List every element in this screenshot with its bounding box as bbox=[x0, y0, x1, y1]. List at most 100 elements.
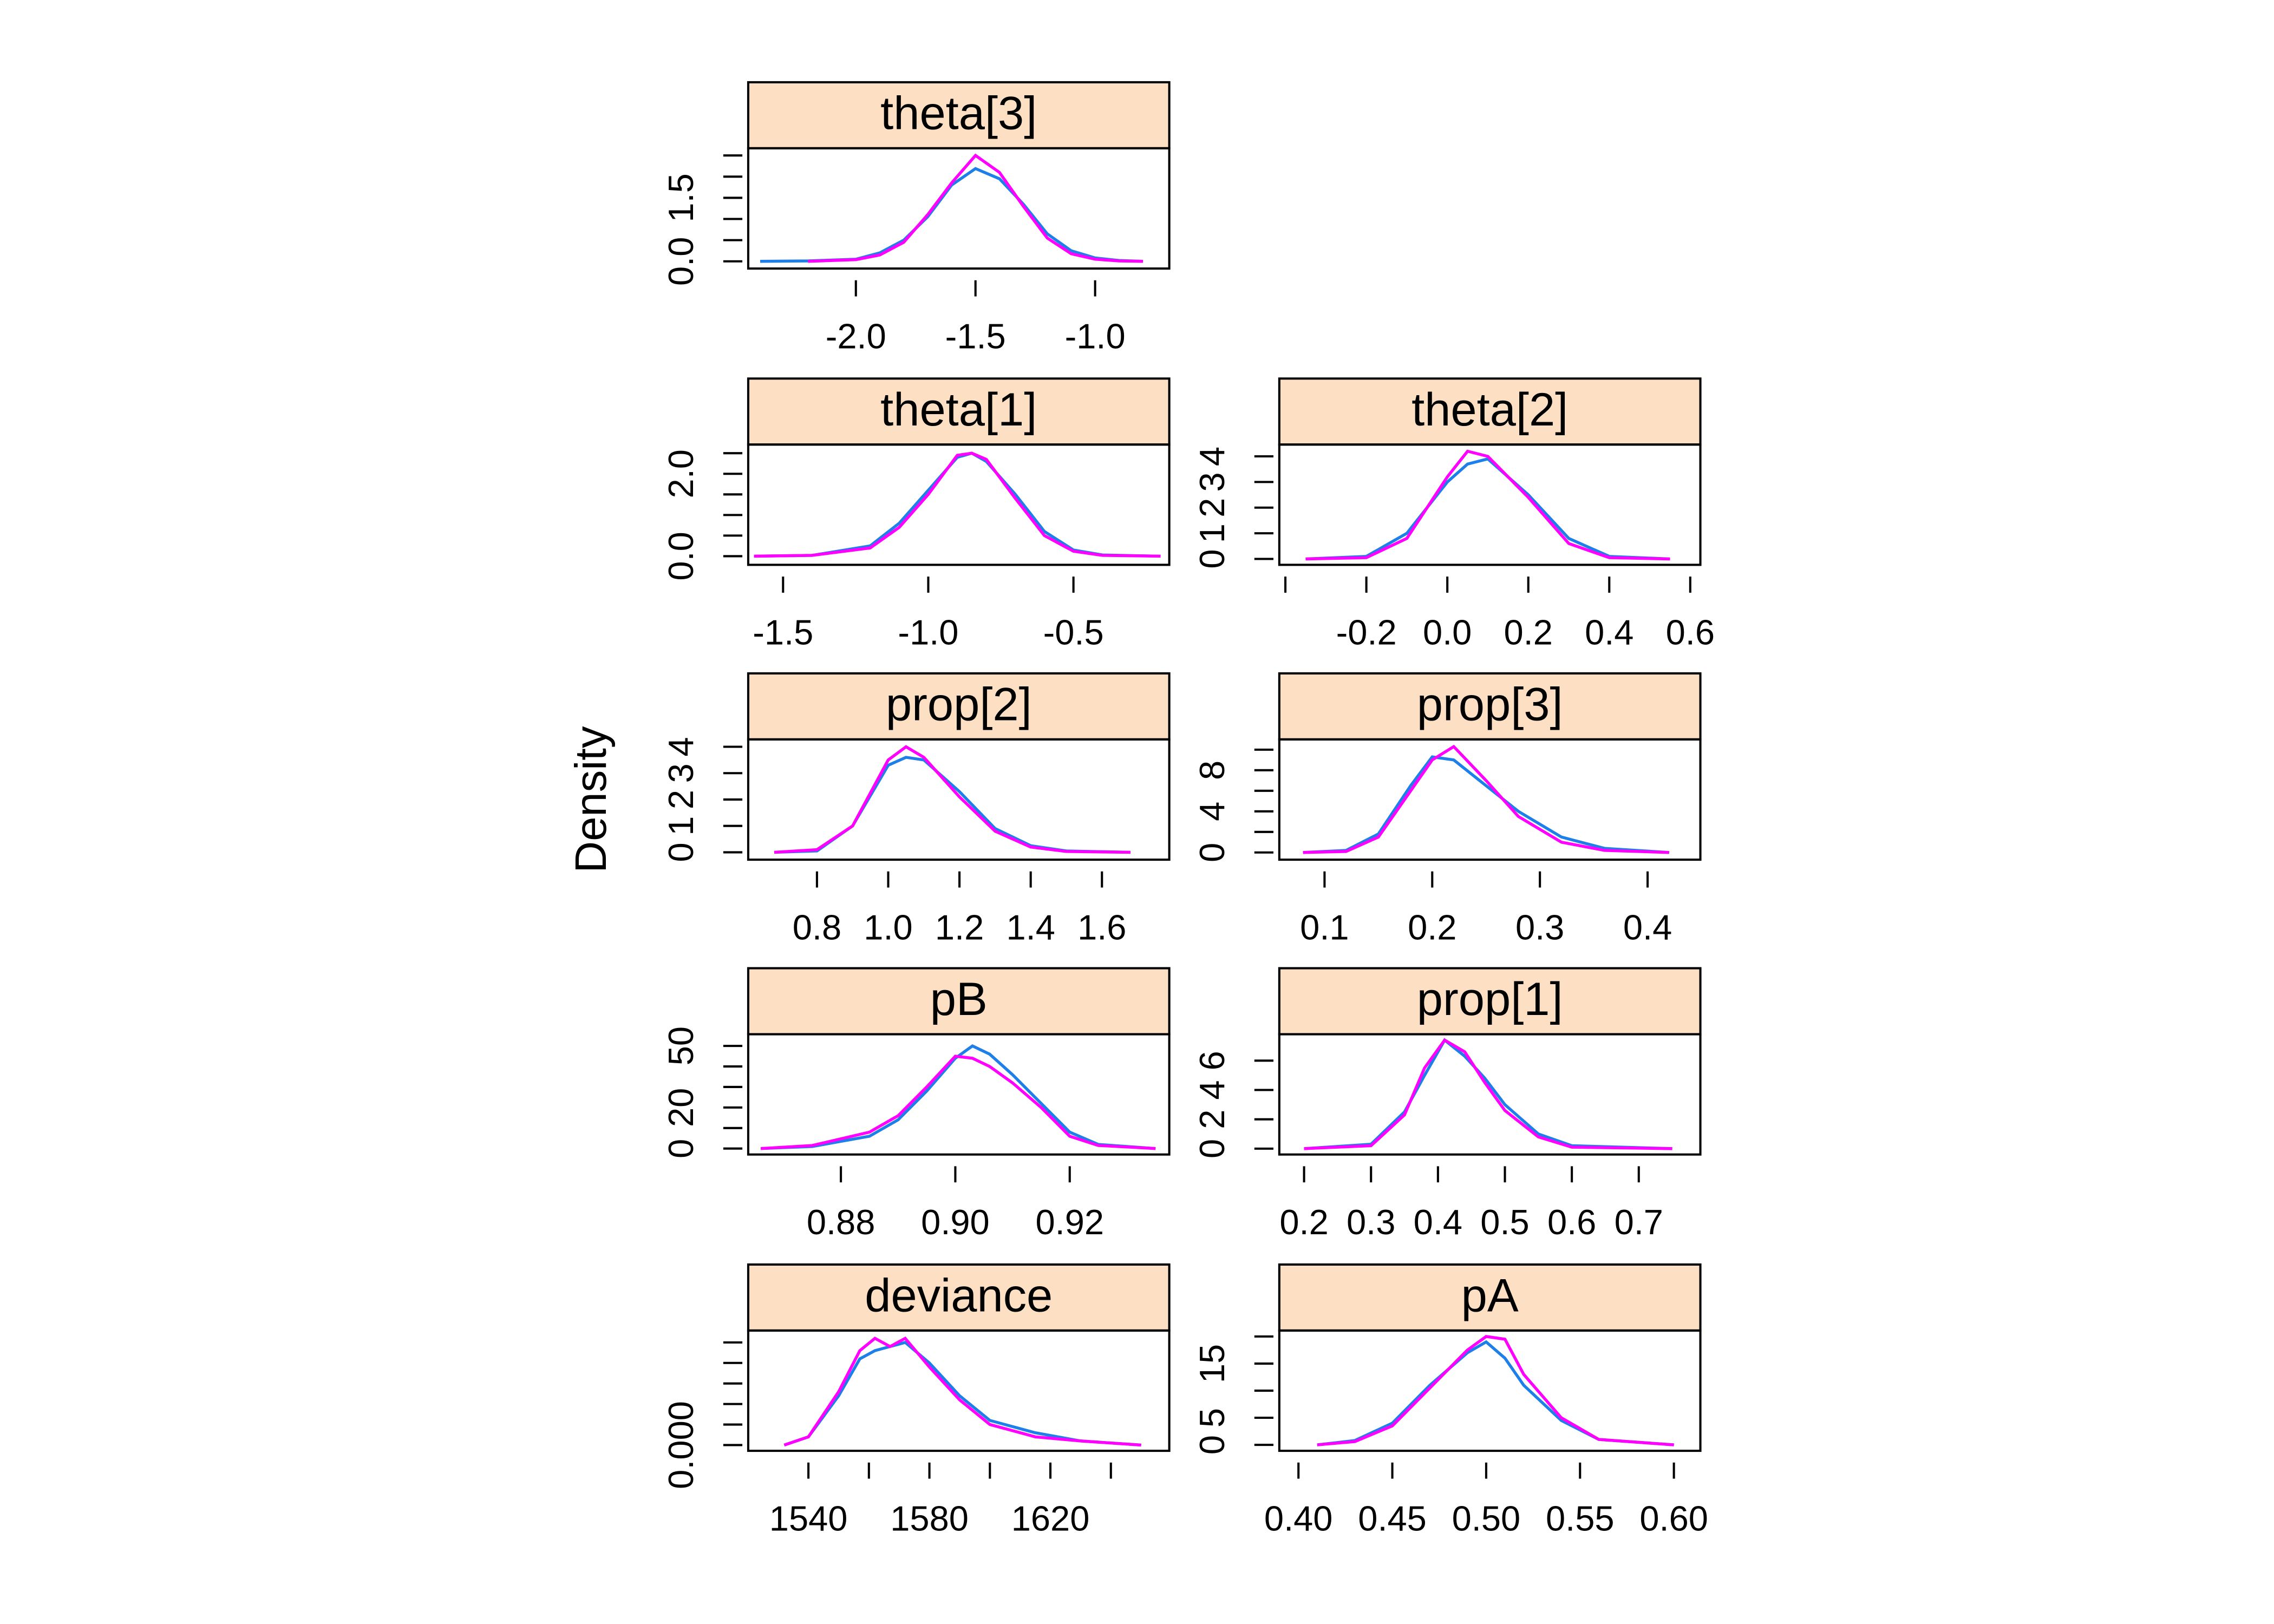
strip bbox=[747, 377, 1171, 446]
density-line bbox=[1304, 1038, 1672, 1150]
y-tick-label: 1 bbox=[661, 816, 701, 836]
y-tick-label: 5 bbox=[1192, 1408, 1232, 1427]
y-tick-label: 0 bbox=[1192, 843, 1232, 862]
y-tick-label: 15 bbox=[1192, 1344, 1232, 1383]
x-tick-label: 0.4 bbox=[1414, 1202, 1462, 1242]
x-tick-label: 0.90 bbox=[921, 1202, 990, 1242]
x-tick-label: 0.60 bbox=[1639, 1498, 1708, 1538]
x-tick-label: -1.0 bbox=[898, 613, 958, 652]
y-tick-label: 1 bbox=[1192, 523, 1232, 543]
x-tick-label: 1.2 bbox=[935, 907, 984, 947]
y-tick-label: 0.000 bbox=[661, 1401, 701, 1489]
x-tick-label: 1580 bbox=[890, 1498, 969, 1538]
y-tick-label: 6 bbox=[1192, 1051, 1232, 1070]
x-tick-label: 1620 bbox=[1011, 1498, 1090, 1538]
x-tick-label: 0.4 bbox=[1623, 907, 1672, 947]
density-line bbox=[1305, 449, 1670, 561]
strip bbox=[1278, 967, 1702, 1036]
x-tick-label: 0.40 bbox=[1264, 1498, 1333, 1538]
strip-title: deviance bbox=[865, 1270, 1053, 1322]
y-tick-label: 1.5 bbox=[661, 173, 701, 222]
x-tick-label: 0.8 bbox=[793, 907, 841, 947]
y-tick-label: 2.0 bbox=[661, 449, 701, 498]
y-tick-label: 3 bbox=[1192, 472, 1232, 492]
panel bbox=[1278, 738, 1702, 861]
panel bbox=[747, 1329, 1171, 1452]
x-tick-label: 0.55 bbox=[1546, 1498, 1615, 1538]
x-tick-label: 0.2 bbox=[1408, 907, 1456, 947]
x-tick-label: 0.1 bbox=[1300, 907, 1349, 947]
x-tick-label: 0.50 bbox=[1452, 1498, 1521, 1538]
y-tick-label: 0 bbox=[1192, 1139, 1232, 1158]
panel bbox=[747, 147, 1171, 270]
y-tick-label: 0 bbox=[661, 1139, 701, 1158]
y-tick-label: 3 bbox=[661, 763, 701, 783]
density-line bbox=[754, 451, 1161, 558]
density-line bbox=[783, 1336, 1141, 1447]
x-tick-label: 0.88 bbox=[807, 1202, 875, 1242]
x-tick-label: 0.45 bbox=[1358, 1498, 1427, 1538]
strip-title: prop[1] bbox=[1417, 973, 1563, 1025]
x-tick-label: 0.6 bbox=[1547, 1202, 1596, 1242]
y-tick-label: 4 bbox=[1192, 447, 1232, 466]
y-tick-label: 8 bbox=[1192, 761, 1232, 780]
density-line bbox=[761, 1055, 1156, 1150]
x-tick-label: 0.4 bbox=[1585, 613, 1633, 652]
density-line bbox=[1303, 755, 1669, 854]
x-tick-label: -0.2 bbox=[1336, 613, 1397, 652]
strip bbox=[1278, 1263, 1702, 1332]
y-tick-label: 2 bbox=[1192, 498, 1232, 518]
x-tick-label: 0.92 bbox=[1035, 1202, 1104, 1242]
density-line bbox=[1303, 744, 1669, 854]
density-line bbox=[761, 1044, 1156, 1150]
density-line bbox=[1317, 1340, 1674, 1446]
strip bbox=[747, 1263, 1171, 1332]
strip bbox=[1278, 672, 1702, 741]
panel bbox=[747, 738, 1171, 861]
x-tick-label: 1.4 bbox=[1006, 907, 1055, 947]
x-tick-label: 1540 bbox=[769, 1498, 848, 1538]
y-tick-label: 0 bbox=[1192, 549, 1232, 568]
strip-title: pB bbox=[930, 973, 988, 1025]
strip bbox=[1278, 377, 1702, 446]
x-tick-label: 0.5 bbox=[1480, 1202, 1529, 1242]
density-line bbox=[774, 745, 1131, 854]
x-tick-label: -1.5 bbox=[753, 613, 813, 652]
density-line bbox=[1304, 1038, 1672, 1150]
y-tick-label: 0 bbox=[661, 842, 701, 862]
panel bbox=[1278, 1033, 1702, 1156]
x-tick-label: 0.2 bbox=[1504, 613, 1553, 652]
strip bbox=[747, 967, 1171, 1036]
y-axis-label: Density bbox=[566, 726, 616, 873]
y-tick-label: 50 bbox=[661, 1026, 701, 1065]
x-tick-label: 0.6 bbox=[1666, 613, 1715, 652]
density-line bbox=[1317, 1335, 1674, 1446]
panel bbox=[747, 443, 1171, 566]
x-tick-label: 1.0 bbox=[864, 907, 912, 947]
y-tick-label: 0.0 bbox=[661, 532, 701, 580]
x-tick-label: -0.5 bbox=[1043, 613, 1104, 652]
density-line bbox=[783, 1340, 1141, 1447]
y-tick-label: 0.0 bbox=[661, 237, 701, 286]
density-line bbox=[1305, 457, 1670, 561]
y-tick-label: 4 bbox=[1192, 1080, 1232, 1099]
x-tick-label: 0.0 bbox=[1423, 613, 1472, 652]
y-tick-label: 0 bbox=[1192, 1435, 1232, 1455]
strip bbox=[747, 81, 1171, 149]
x-tick-label: 0.3 bbox=[1347, 1202, 1395, 1242]
panel bbox=[747, 1033, 1171, 1156]
x-tick-label: -2.0 bbox=[826, 316, 886, 356]
x-tick-label: -1.5 bbox=[945, 316, 1006, 356]
x-tick-label: -1.0 bbox=[1065, 316, 1126, 356]
density-line bbox=[808, 153, 1143, 263]
strip-title: prop[2] bbox=[886, 679, 1032, 731]
strip-title: theta[2] bbox=[1412, 384, 1568, 436]
x-tick-label: 1.6 bbox=[1077, 907, 1126, 947]
x-tick-label: 0.7 bbox=[1615, 1202, 1663, 1242]
strip-title: prop[3] bbox=[1417, 679, 1563, 731]
strip-title: theta[3] bbox=[880, 88, 1037, 140]
y-tick-label: 4 bbox=[661, 737, 701, 756]
